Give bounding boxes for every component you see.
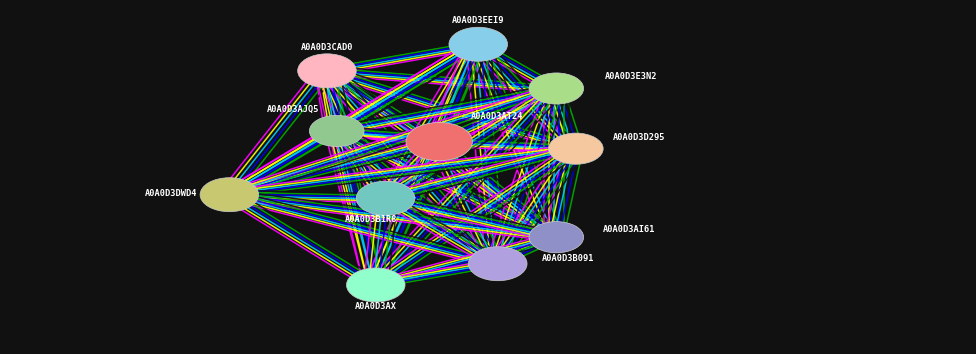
Text: A0A0D3EEI9: A0A0D3EEI9: [452, 17, 505, 25]
Ellipse shape: [298, 54, 356, 88]
Text: A0A0D3AJQ5: A0A0D3AJQ5: [266, 105, 319, 114]
Ellipse shape: [468, 247, 527, 281]
Text: A0A0D3AX: A0A0D3AX: [354, 302, 397, 310]
Text: A0A0D3B1R8: A0A0D3B1R8: [345, 215, 397, 223]
Text: A0A0D3AT24: A0A0D3AT24: [470, 112, 523, 121]
Ellipse shape: [356, 181, 415, 215]
Text: A0A0D3D295: A0A0D3D295: [613, 133, 666, 142]
Text: A0A0D3E3N2: A0A0D3E3N2: [605, 72, 658, 81]
Text: A0A0D3DWD4: A0A0D3DWD4: [144, 189, 197, 199]
Ellipse shape: [529, 222, 584, 253]
Ellipse shape: [549, 133, 603, 164]
Ellipse shape: [406, 122, 472, 161]
Ellipse shape: [200, 178, 259, 212]
Ellipse shape: [529, 73, 584, 104]
Ellipse shape: [449, 27, 508, 61]
Ellipse shape: [346, 268, 405, 302]
Text: A0A0D3AI61: A0A0D3AI61: [603, 225, 656, 234]
Text: A0A0D3CAD0: A0A0D3CAD0: [301, 43, 353, 52]
Text: A0A0D3B091: A0A0D3B091: [542, 254, 594, 263]
Ellipse shape: [309, 115, 364, 147]
